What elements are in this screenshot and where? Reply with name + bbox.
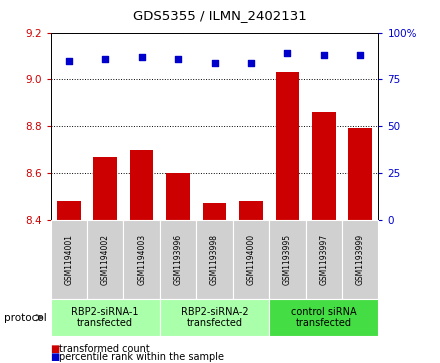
Text: transformed count: transformed count bbox=[59, 344, 150, 354]
Bar bbox=[203, 203, 226, 220]
Bar bbox=[166, 173, 190, 220]
Text: percentile rank within the sample: percentile rank within the sample bbox=[59, 352, 224, 362]
Bar bbox=[57, 201, 81, 220]
Point bbox=[284, 50, 291, 56]
Point bbox=[65, 58, 72, 64]
Text: GSM1194000: GSM1194000 bbox=[246, 234, 256, 285]
Bar bbox=[275, 72, 299, 220]
Point bbox=[175, 56, 182, 62]
Bar bbox=[130, 150, 154, 220]
Text: GSM1193997: GSM1193997 bbox=[319, 234, 328, 285]
Text: ■: ■ bbox=[51, 344, 60, 354]
Point bbox=[320, 52, 327, 58]
Text: GSM1194003: GSM1194003 bbox=[137, 234, 146, 285]
Point bbox=[211, 60, 218, 65]
Point bbox=[357, 52, 364, 58]
Text: GDS5355 / ILMN_2402131: GDS5355 / ILMN_2402131 bbox=[133, 9, 307, 22]
Text: GSM1193995: GSM1193995 bbox=[283, 234, 292, 285]
Point bbox=[138, 54, 145, 60]
Text: GSM1193998: GSM1193998 bbox=[210, 234, 219, 285]
Text: RBP2-siRNA-1
transfected: RBP2-siRNA-1 transfected bbox=[71, 307, 139, 329]
Text: GSM1194002: GSM1194002 bbox=[101, 234, 110, 285]
Text: GSM1193996: GSM1193996 bbox=[173, 234, 183, 285]
Bar bbox=[93, 156, 117, 220]
Text: GSM1193999: GSM1193999 bbox=[356, 234, 365, 285]
Text: ■: ■ bbox=[51, 352, 60, 362]
Bar bbox=[239, 201, 263, 220]
Bar bbox=[348, 129, 372, 220]
Text: protocol: protocol bbox=[4, 313, 47, 323]
Text: RBP2-siRNA-2
transfected: RBP2-siRNA-2 transfected bbox=[181, 307, 248, 329]
Point bbox=[102, 56, 109, 62]
Bar bbox=[312, 112, 336, 220]
Point bbox=[247, 60, 254, 65]
Text: GSM1194001: GSM1194001 bbox=[64, 234, 73, 285]
Text: control siRNA
transfected: control siRNA transfected bbox=[291, 307, 356, 329]
